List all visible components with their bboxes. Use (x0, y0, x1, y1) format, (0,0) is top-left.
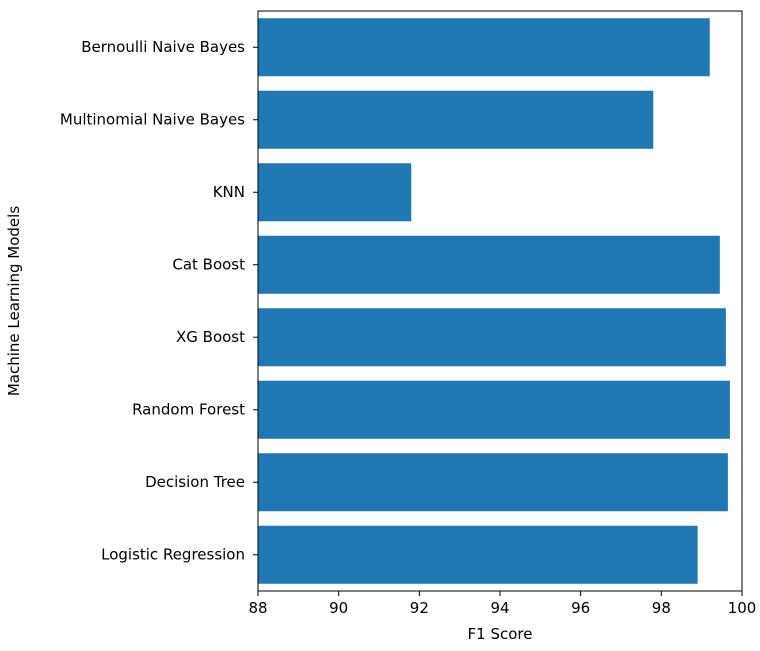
bar-knn (258, 163, 412, 222)
bars-group (258, 18, 730, 584)
x-tick-label: 96 (571, 599, 590, 617)
plot-frame (257, 10, 743, 592)
y-tick-label: Multinomial Naive Bayes (60, 110, 245, 128)
y-tick-label: Logistic Regression (101, 545, 245, 563)
bar-multinomial-naive-bayes (258, 90, 654, 149)
bar-random-forest (258, 380, 730, 439)
y-tick-label: Cat Boost (172, 255, 245, 273)
y-tick-label: Random Forest (132, 400, 245, 418)
x-tick-label: 88 (248, 599, 267, 617)
y-tick-label: Decision Tree (145, 473, 245, 491)
y-tick-label: Bernoulli Naive Bayes (81, 38, 245, 56)
x-tick-label: 94 (490, 599, 509, 617)
bar-xg-boost (258, 308, 726, 367)
x-tick-label: 92 (410, 599, 429, 617)
ticks-group: Logistic Regression Decision Tree Random F… (60, 38, 756, 617)
x-tick-label: 90 (329, 599, 348, 617)
bar-cat-boost (258, 235, 720, 294)
bar-decision-tree (258, 453, 728, 512)
bar-logistic-regression (258, 525, 698, 584)
bar-bernoulli-naive-bayes (258, 18, 710, 77)
x-tick-label: 98 (652, 599, 671, 617)
y-axis-label: Machine Learning Models (5, 206, 23, 396)
x-tick-label: 100 (728, 599, 757, 617)
y-tick-label: KNN (213, 183, 245, 201)
x-axis-label: F1 Score (468, 625, 533, 643)
y-tick-label: XG Boost (176, 328, 245, 346)
